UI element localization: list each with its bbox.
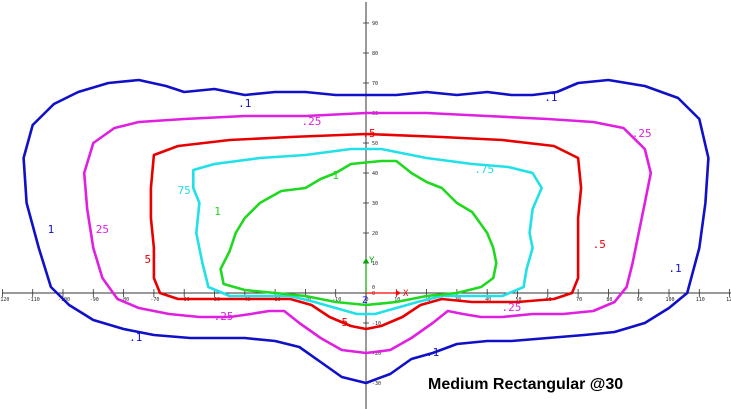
contour-labels: .1 .1 1 .1 .1 .1 .25 .25 25 .25 .25 .5 5 .5 5 75 .75 1 1 [48, 91, 682, 359]
x-tick-label: -110 [28, 297, 40, 303]
x-tick-label: 50 [515, 297, 521, 303]
contour-line-p75 [192, 147, 543, 316]
y-tick-label: -20 [372, 351, 381, 357]
contour-label: .1 [426, 346, 439, 359]
x-tick-label: 90 [637, 297, 643, 303]
x-tick-label: 0 [365, 297, 368, 303]
contour-label: 1 [332, 169, 339, 182]
contour-label: 5 [341, 316, 348, 329]
contour-label: .25 [632, 127, 652, 140]
contour-label: 25 [96, 223, 109, 236]
contour-label: 1 [48, 223, 55, 236]
y-arrow-head [363, 258, 369, 263]
y-tick-label: 90 [372, 21, 378, 27]
contour-lines [22, 78, 710, 385]
contour-line-p1 [22, 78, 710, 385]
y-tick-label: 40 [372, 171, 378, 177]
x-tick-label: 10 [394, 297, 400, 303]
x-tick-label: 80 [606, 297, 612, 303]
contour-label: .5 [362, 127, 375, 140]
origin-marker: X Y Z0 [362, 256, 409, 306]
y-tick-label: 30 [372, 201, 378, 207]
origin-label: 0 [372, 285, 375, 291]
y-tick-label: 20 [372, 231, 378, 237]
x-tick-label: -70 [150, 297, 159, 303]
contour-label: .25 [302, 115, 322, 128]
contour-label: 75 [178, 184, 191, 197]
contour-label: .25 [214, 310, 234, 323]
contour-label: 1 [214, 205, 221, 218]
x-axis-letter: X [403, 289, 409, 299]
contour-label: 5 [145, 253, 152, 266]
y-tick-label: 10 [372, 261, 378, 267]
contour-label: .5 [593, 238, 606, 251]
contour-line-p25 [82, 111, 653, 355]
y-tick-label: 70 [372, 81, 378, 87]
chart-title: Medium Rectangular @30 [428, 376, 624, 393]
y-axis-letter: Y [369, 256, 375, 266]
z-axis-letter: Z [362, 296, 368, 306]
contour-label: .1 [238, 97, 251, 110]
y-tick-label: -30 [372, 381, 381, 387]
x-tick-label: -90 [90, 297, 99, 303]
y-tick-label: -10 [372, 321, 381, 327]
x-tick-label: -120 [0, 297, 9, 303]
x-tick-label: 120 [726, 297, 731, 303]
contour-line-1 [219, 159, 498, 307]
x-tick-label: -80 [120, 297, 129, 303]
x-tick-label: 40 [485, 297, 491, 303]
contour-label: .1 [668, 262, 681, 275]
x-tick-label: -10 [332, 297, 341, 303]
x-tick-label: 70 [576, 297, 582, 303]
y-tick-label: 0 [372, 291, 375, 297]
x-arrow-head [396, 290, 401, 296]
contour-label: .75 [474, 163, 494, 176]
y-tick-label: 80 [372, 51, 378, 57]
x-tick-label: 110 [696, 297, 705, 303]
contour-label: .25 [502, 301, 522, 314]
contour-line-p5 [149, 132, 583, 331]
x-tick-label: 100 [665, 297, 674, 303]
contour-label: .1 [544, 91, 557, 104]
y-tick-label: 50 [372, 141, 378, 147]
contour-label: .1 [129, 331, 142, 344]
